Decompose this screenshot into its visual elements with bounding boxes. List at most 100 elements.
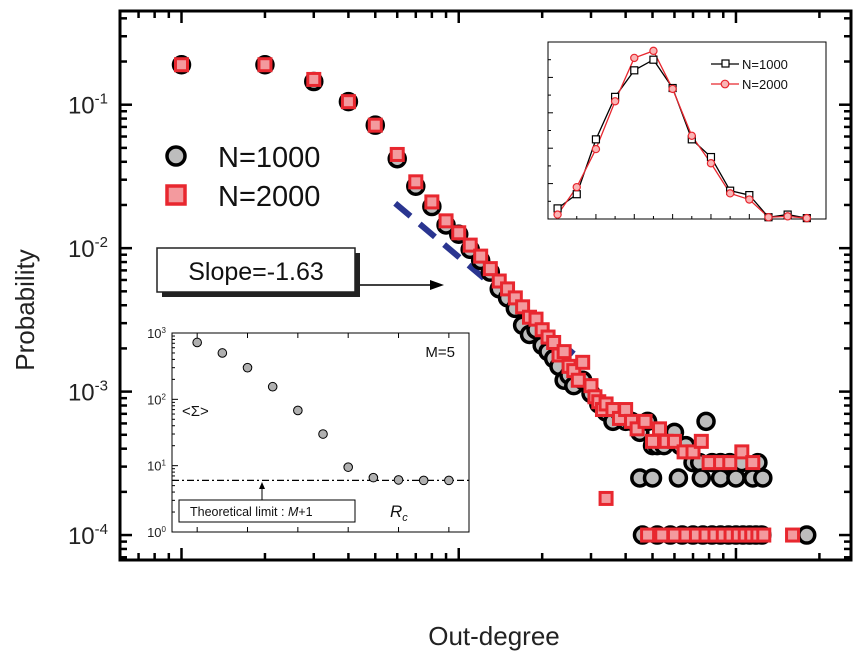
slope-box [156,247,356,293]
inset-distribution-chart: N=1000 N=2000 [547,41,827,223]
inset-point-n1000 [591,135,601,144]
theory-limit-label: Theoretical limit : M+1 [190,505,313,519]
y-tick-label: 10-3 [68,378,108,407]
inset2-y-tick-label-base: 10 [147,392,161,407]
y-tick-label-base: 10 [68,380,95,407]
legend-label-n1000: N=1000 [218,142,320,174]
main-legend: N=1000 N=2000 [165,142,320,213]
data-point-n2000 [424,194,440,210]
inset2-y-tick-label-exp: 3 [162,326,167,335]
data-point-n2000 [693,433,709,449]
legend-label-n2000: N=2000 [218,181,320,213]
inset-legend-marker-n1000 [721,59,730,68]
inset-x-label: Rc [390,502,408,524]
data-point-n2000 [306,71,322,87]
inset-point-n2000 [706,159,716,168]
inset-top-series [553,46,812,223]
data-point-n1000 [726,468,746,488]
y-tick-label-base: 10 [68,523,95,550]
inset-point-n2000 [572,182,581,192]
inset2-y-tick-label-exp: 0 [162,525,167,534]
data-point-n2000 [645,433,661,449]
data-point-n2000 [367,117,383,133]
inset-legend-label-n2000: N=2000 [742,77,788,92]
inset2-y-tick-label-exp: 1 [162,459,167,468]
legend-marker-n2000 [165,184,187,206]
data-point-n1000 [796,525,817,545]
data-point-n1000 [696,411,716,432]
slope-arrow-head [430,280,444,290]
inset2-data-point [444,475,454,486]
data-point-n2000 [174,57,190,73]
inset-point-n2000 [802,213,812,223]
slope-label: Slope=-1.63 [188,258,324,286]
inset-top-background [547,41,827,220]
y-tick-label: 10-1 [68,91,108,120]
data-point-n2000 [340,94,356,110]
inset2-y-tick-label: 100 [147,525,166,540]
inset2-data-point [267,381,278,392]
y-tick-label-exp: -2 [95,234,108,251]
data-point-n2000 [451,225,467,241]
inset2-y-tick-label-base: 10 [147,525,161,540]
inset2-y-tick-label: 102 [147,392,166,407]
data-point-n2000 [640,527,656,543]
data-point-n1000 [668,468,689,488]
data-point-n2000 [473,248,489,264]
data-point-n2000 [482,261,498,277]
data-point-n2000 [637,413,653,429]
inset2-y-tick-label: 103 [147,326,166,341]
inset-point-n2000 [553,210,562,219]
data-point-n1000 [642,468,663,488]
y-tick-label-base: 10 [68,236,95,263]
inset2-y-tick-label-base: 10 [147,459,161,474]
theory-limit-box [178,499,356,523]
data-point-n2000 [734,444,750,460]
inset2-data-point [418,475,429,486]
main-y-label: Probability [10,249,40,370]
data-point-n2000 [598,490,614,506]
theory-limit-arrow-head [259,482,265,489]
inset-point-n2000 [783,212,792,221]
inset-bottom-points [192,337,454,486]
data-point-n2000 [654,527,670,543]
inset-point-n2000 [649,46,658,56]
main-data-points [171,54,817,545]
data-point-n2000 [685,444,701,460]
data-point-n2000 [666,433,682,449]
data-point-n2000 [438,213,454,229]
data-point-n2000 [570,372,586,388]
inset2-data-point [293,405,303,416]
inset2-data-point [242,362,253,373]
inset2-data-point [192,337,202,348]
data-point-n2000 [652,421,668,437]
inset-legend-marker-n2000 [720,79,730,89]
inset-point-n2000 [668,84,677,94]
inset-legend-label-n1000: N=1000 [742,57,788,72]
data-point-n2000 [408,174,424,190]
inset-m-label: M=5 [425,344,455,361]
data-point-n2000 [756,527,772,543]
data-point-n2000 [257,57,273,73]
main-x-label: Out-degree [428,621,560,651]
main-axes: 10-410-310-210-1 [68,9,853,562]
data-point-n2000 [722,455,738,471]
data-point-n1000 [691,468,712,488]
data-point-n1000 [753,468,773,488]
y-tick-label-base: 10 [68,93,95,120]
inset-point-n2000 [725,189,735,198]
inset-top-legend: N=1000 N=2000 [711,57,788,92]
data-point-n2000 [556,344,572,360]
inset-point-n1000 [572,190,581,199]
inset-point-n1000 [630,66,639,75]
data-point-n1000 [710,468,731,488]
inset-point-n2000 [630,53,639,63]
data-point-n2000 [575,354,591,370]
data-point-n2000 [389,146,405,162]
inset2-data-point [368,472,379,483]
y-tick-label-exp: -4 [95,521,108,538]
data-point-n2000 [618,402,634,418]
